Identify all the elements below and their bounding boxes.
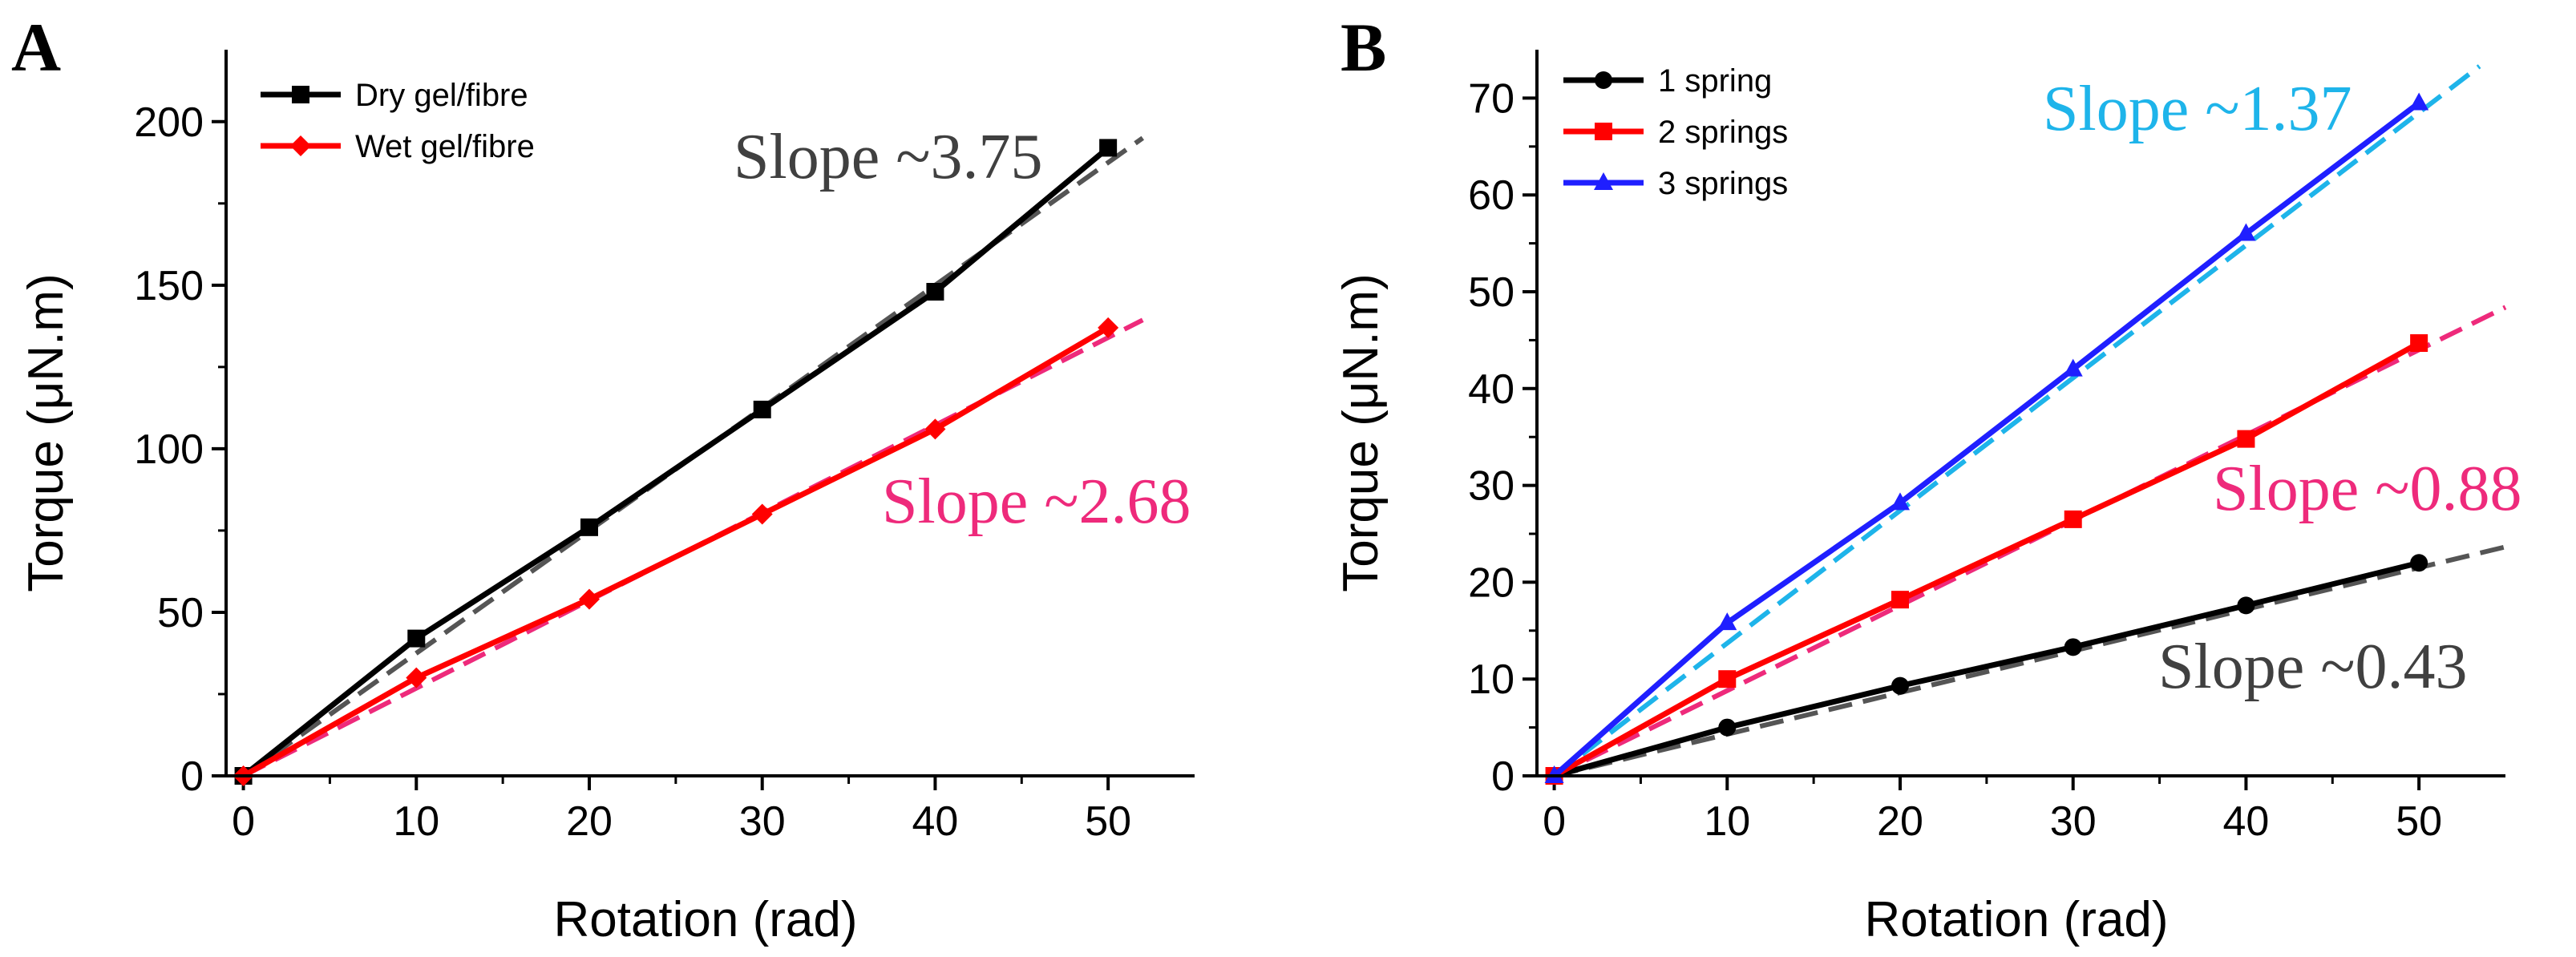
panel-b-y-tick-label: 10 (1468, 656, 1514, 703)
panel-b-data-point-2-3 (2063, 358, 2083, 377)
panel-b-series-line-0 (1553, 559, 2420, 779)
panel-b-legend-marker-1 (1595, 123, 1612, 140)
panel-a-legend-marker-1 (290, 135, 311, 156)
panel-a-y-tick-label: 0 (180, 753, 204, 800)
panel-b-y-tick-label: 40 (1468, 366, 1514, 413)
panel-b-data-point-2-5 (2409, 92, 2429, 111)
panel-a-legend-marker-0 (292, 86, 309, 103)
panel-a-axes (224, 50, 1195, 777)
panel-a-series-line-1 (241, 325, 1110, 779)
panel-a-x-tick-label: 50 (1085, 798, 1131, 845)
panel-b-y-tick-label: 60 (1468, 172, 1514, 219)
panel-a-data-point-0-1 (407, 629, 426, 648)
panel-a-legend-label-1: Wet gel/fibre (355, 129, 535, 164)
panel-b-data-point-2-4 (2236, 223, 2256, 241)
panel-b-data-point-2-2 (1891, 492, 1910, 511)
panel-a-x-axis-title: Rotation (rad) (553, 892, 857, 947)
panel-a-x-tick-label: 0 (232, 798, 255, 845)
panel-b-series-line-2 (1552, 100, 2421, 778)
panel-b-data-point-0-5 (2410, 554, 2428, 572)
panel-b-data-point-0-1 (1718, 718, 1737, 737)
panel-b-y-tick-label: 0 (1491, 753, 1514, 800)
panel-b: B Rotation (rad) Torque (μN.m) 0 10 20 30 40… (1333, 9, 2522, 947)
panel-a-x-tick-label: 10 (393, 798, 439, 845)
panel-b-data-point-1-5 (2410, 334, 2428, 353)
panel-b-y-tick-label: 70 (1468, 75, 1514, 122)
panel-b-y-axis-title: Torque (μN.m) (1333, 273, 1389, 592)
panel-b-data-point-2-1 (1717, 612, 1737, 631)
panel-b-slope-annotation-3-springs: Slope ~1.37 (2043, 74, 2352, 144)
panel-b-x-tick-label: 0 (1543, 798, 1566, 845)
panel-b-slope-annotation-2-springs: Slope ~0.88 (2213, 454, 2522, 524)
panel-a-data-point-0-5 (1099, 139, 1118, 157)
panel-a-slope-annotation-dry: Slope ~3.75 (734, 122, 1043, 192)
panel-b-data-point-0-4 (2237, 596, 2255, 615)
panel-a-y-tick-label: 200 (134, 99, 204, 146)
panel-b-y-tick-label: 30 (1468, 463, 1514, 510)
panel-b-y-tick-label: 50 (1468, 269, 1514, 316)
panel-a-data-point-1-3 (751, 503, 773, 525)
panel-b-x-tick-label: 40 (2223, 798, 2270, 845)
panel-a-legend: Dry gel/fibre Wet gel/fibre (261, 78, 535, 164)
panel-a-data-point-0-4 (926, 283, 944, 301)
panel-b-x-tick-label: 30 (2050, 798, 2097, 845)
panel-a-data-point-1-4 (924, 418, 946, 440)
panel-b-legend-label-0: 1 spring (1658, 63, 1772, 99)
panel-b-axes (1535, 50, 2505, 777)
panel-a-label: A (11, 9, 61, 86)
panel-a-x-tick-label: 40 (912, 798, 959, 845)
panel-a-x-tick-label: 30 (739, 798, 786, 845)
panel-b-fit-line-0 (1553, 544, 2506, 778)
panel-b-series-line-1 (1552, 340, 2420, 779)
panel-a-data-point-0-2 (580, 518, 598, 536)
panel-a-data-point-1-1 (406, 667, 427, 688)
panel-b-legend-label-2: 3 springs (1658, 166, 1788, 201)
panel-b-data-point-1-4 (2237, 430, 2255, 448)
panel-b-fit-line-2 (1552, 64, 2481, 778)
panel-a-y-axis-title: Torque (μN.m) (18, 273, 74, 592)
panel-b-x-tick-label: 10 (1704, 798, 1750, 845)
panel-b-data-point-1-1 (1718, 670, 1737, 688)
panel-a-y-tick-label: 150 (134, 263, 204, 309)
panel-b-x-tick-label: 20 (1877, 798, 1923, 845)
panel-b-data-point-1-2 (1891, 591, 1909, 609)
panel-b-x-axis-title: Rotation (rad) (1864, 892, 2168, 947)
panel-a-y-tick-label: 50 (157, 590, 204, 636)
panel-a-data-point-1-2 (579, 588, 600, 610)
panel-a-data-point-0-3 (753, 400, 771, 418)
panel-b-legend-label-1: 2 springs (1658, 115, 1788, 150)
panel-b-y-tick-label: 20 (1468, 559, 1514, 606)
panel-a-series-line-0 (241, 145, 1110, 778)
panel-a-data-point-1-5 (1098, 317, 1119, 338)
panel-b-legend-marker-2 (1594, 172, 1613, 190)
panel-b-label: B (1341, 9, 1386, 86)
panel-b-data-point-0-3 (2064, 638, 2082, 656)
panel-b-slope-annotation-1-spring: Slope ~0.43 (2158, 632, 2468, 702)
panel-b-x-tick-label: 50 (2396, 798, 2442, 845)
panel-b-legend-marker-0 (1595, 71, 1612, 89)
panel-a: A Rotation (rad) Torque (μN.m) 0 10 20 30 40… (11, 9, 1195, 947)
panel-a-x-tick-label: 20 (566, 798, 613, 845)
panel-a-y-tick-label: 100 (134, 426, 204, 473)
panel-b-data-point-1-3 (2064, 510, 2082, 528)
panel-b-data-point-0-2 (1891, 676, 1909, 695)
panel-a-slope-annotation-wet: Slope ~2.68 (882, 466, 1191, 537)
panel-b-legend: 1 spring 2 springs 3 springs (1563, 63, 1788, 201)
panel-a-legend-label-0: Dry gel/fibre (355, 78, 528, 113)
